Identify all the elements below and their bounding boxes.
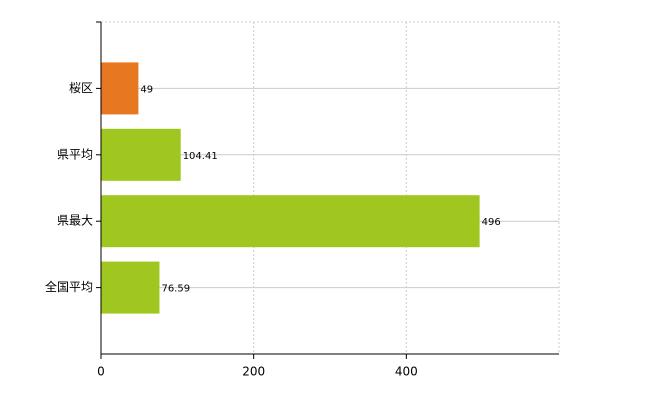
- bar: [101, 128, 181, 181]
- value-label: 496: [482, 217, 501, 228]
- value-label: 76.59: [161, 284, 190, 295]
- x-tick-label: 200: [242, 365, 265, 379]
- y-tick-label: 全国平均: [45, 279, 93, 294]
- y-tick-label: 桜区: [69, 81, 93, 95]
- bar: [101, 261, 160, 314]
- y-tick-label: 県最大: [57, 214, 93, 228]
- value-label: 104.41: [183, 151, 218, 162]
- y-tick-label: 県平均: [57, 147, 93, 161]
- x-tick-label: 400: [395, 365, 418, 379]
- value-label: 49: [140, 84, 153, 95]
- bar: [101, 62, 139, 115]
- x-tick-label: 0: [97, 365, 105, 379]
- bar: [101, 195, 480, 248]
